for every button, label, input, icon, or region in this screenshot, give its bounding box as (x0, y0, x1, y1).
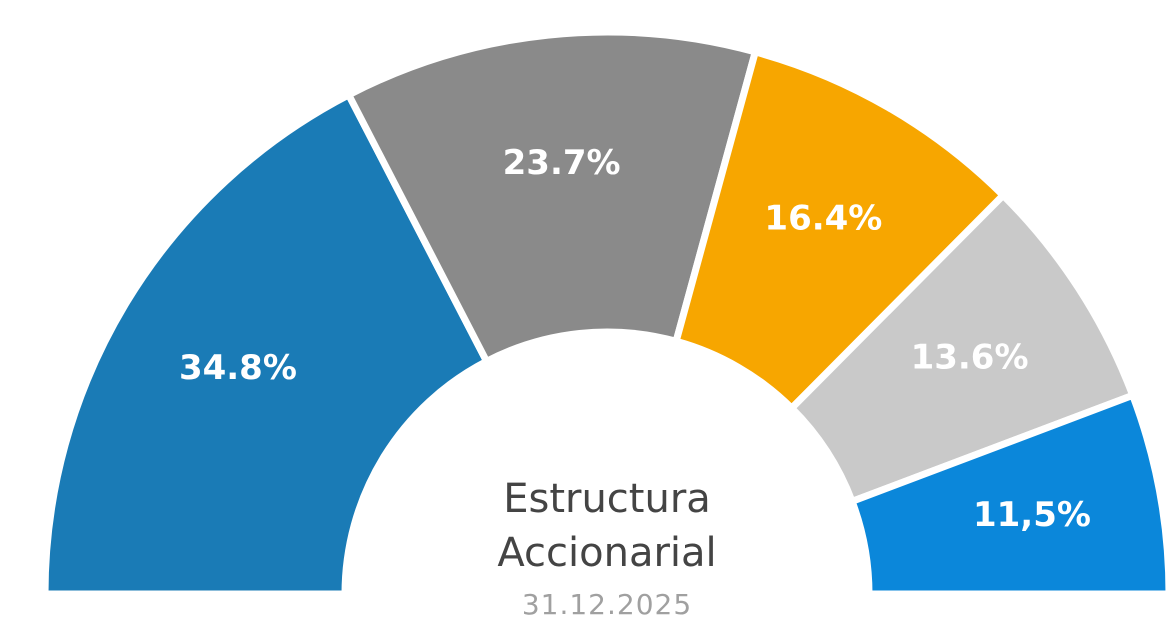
segment (847, 390, 1171, 598)
chart-title: Estructura Accionarial (497, 476, 717, 576)
segment-label: 11,5% (973, 495, 1091, 535)
segment-label: 13.6% (911, 338, 1029, 378)
segment-label: 23.7% (503, 143, 621, 183)
chart-subtitle: 31.12.2025 (521, 588, 693, 621)
segment (41, 90, 492, 598)
segment-label: 16.4% (764, 199, 882, 239)
segment (343, 28, 760, 367)
segment-label: 34.8% (179, 348, 297, 388)
